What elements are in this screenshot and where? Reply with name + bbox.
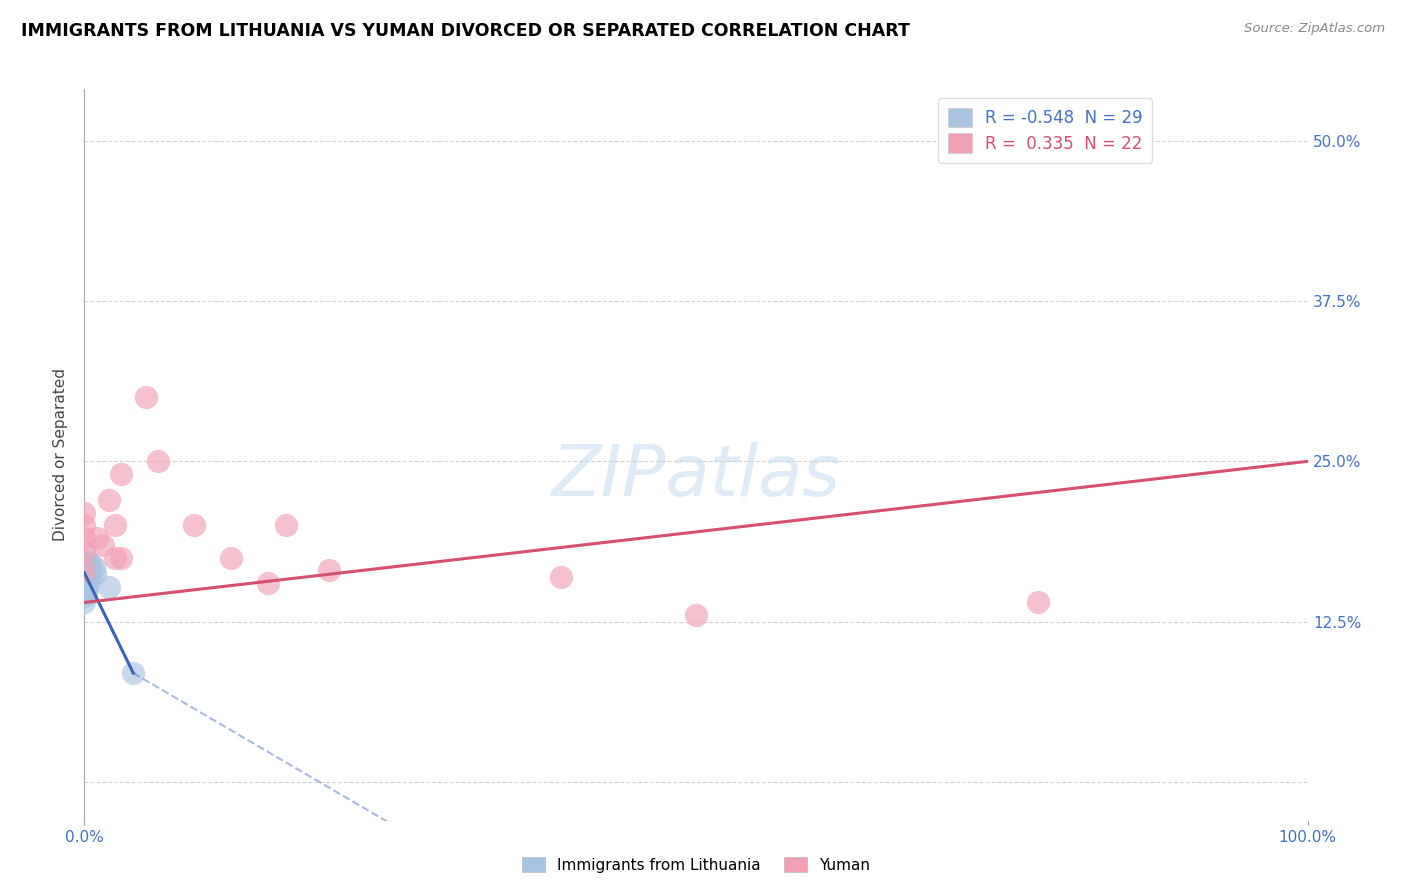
Point xyxy=(79,567,101,582)
Point xyxy=(104,518,127,533)
Point xyxy=(76,576,98,591)
Point xyxy=(77,557,100,571)
Point xyxy=(73,563,96,577)
Point xyxy=(97,492,120,507)
Point xyxy=(76,570,98,584)
Point xyxy=(73,544,96,558)
Text: Source: ZipAtlas.com: Source: ZipAtlas.com xyxy=(1244,22,1385,36)
Point xyxy=(73,576,96,591)
Point xyxy=(75,585,97,599)
Point xyxy=(110,467,132,482)
Point xyxy=(76,582,98,597)
Point xyxy=(79,557,101,571)
Point xyxy=(77,576,100,591)
Text: IMMIGRANTS FROM LITHUANIA VS YUMAN DIVORCED OR SEPARATED CORRELATION CHART: IMMIGRANTS FROM LITHUANIA VS YUMAN DIVOR… xyxy=(21,22,910,40)
Point xyxy=(73,582,96,597)
Point xyxy=(122,666,145,681)
Point xyxy=(685,608,707,623)
Point xyxy=(73,506,96,520)
Text: ZIPatlas: ZIPatlas xyxy=(551,442,841,511)
Point xyxy=(73,532,96,546)
Point xyxy=(76,563,98,577)
Point xyxy=(104,550,127,565)
Point xyxy=(183,518,205,533)
Point xyxy=(135,390,157,404)
Point xyxy=(75,579,97,593)
Point xyxy=(110,550,132,565)
Point xyxy=(1028,595,1050,609)
Point xyxy=(83,559,105,574)
Point xyxy=(86,532,108,546)
Point xyxy=(77,563,100,577)
Point xyxy=(77,566,100,580)
Y-axis label: Divorced or Separated: Divorced or Separated xyxy=(53,368,69,541)
Point xyxy=(73,585,96,599)
Point xyxy=(276,518,298,533)
Legend: Immigrants from Lithuania, Yuman: Immigrants from Lithuania, Yuman xyxy=(516,851,876,879)
Point xyxy=(318,563,340,577)
Point xyxy=(76,557,98,571)
Point xyxy=(75,573,97,587)
Point xyxy=(73,589,96,603)
Point xyxy=(219,550,242,565)
Point xyxy=(73,595,96,609)
Point xyxy=(91,538,114,552)
Point xyxy=(73,563,96,577)
Point xyxy=(77,554,100,568)
Point xyxy=(97,580,120,594)
Point xyxy=(146,454,169,468)
Point xyxy=(73,570,96,584)
Point xyxy=(73,518,96,533)
Point xyxy=(77,570,100,584)
Point xyxy=(75,559,97,574)
Point xyxy=(550,570,572,584)
Point xyxy=(75,566,97,580)
Point xyxy=(84,567,107,582)
Point xyxy=(257,576,280,591)
